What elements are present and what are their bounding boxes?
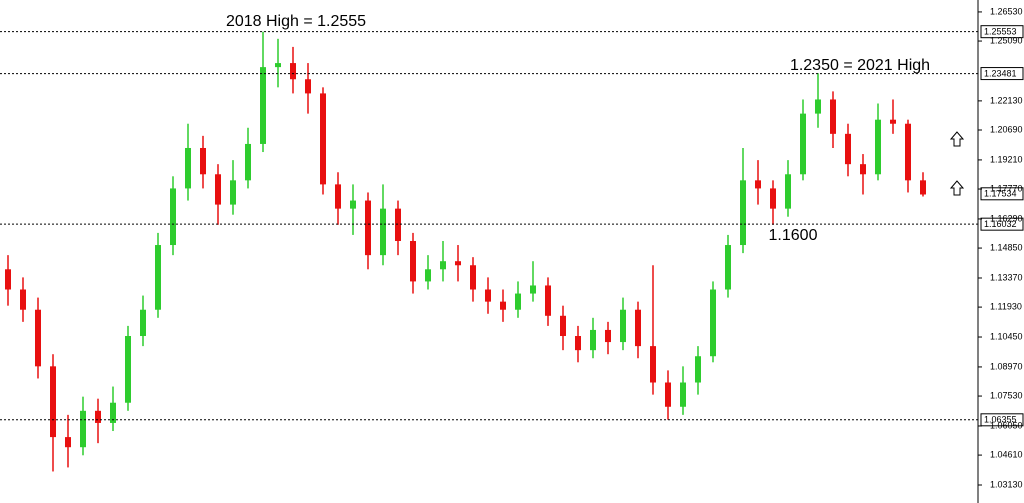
candle-body bbox=[80, 410, 86, 448]
candle-body bbox=[305, 79, 311, 94]
candle-body bbox=[65, 437, 71, 448]
candle-body bbox=[125, 336, 131, 403]
current-price-label: 1.17534 bbox=[984, 189, 1017, 199]
y-tick-label: 1.20690 bbox=[990, 124, 1023, 134]
candle-body bbox=[155, 245, 161, 310]
y-tick-label: 1.08970 bbox=[990, 361, 1023, 371]
arrow-icon bbox=[949, 180, 965, 196]
candle-body bbox=[365, 200, 371, 256]
candle-body bbox=[635, 309, 641, 347]
candle-body bbox=[290, 63, 296, 80]
candle-body bbox=[95, 410, 101, 423]
candle-body bbox=[920, 180, 926, 195]
annotation: 1.1600 bbox=[769, 227, 818, 244]
candle-body bbox=[110, 402, 116, 423]
candles bbox=[5, 31, 926, 472]
candle-body bbox=[350, 200, 356, 209]
candle-body bbox=[800, 113, 806, 175]
candle-body bbox=[5, 269, 11, 290]
candle-body bbox=[770, 188, 776, 209]
candle-body bbox=[335, 184, 341, 209]
candle-body bbox=[275, 63, 281, 68]
y-tick-label: 1.11930 bbox=[990, 301, 1022, 311]
y-tick-label: 1.14850 bbox=[990, 242, 1023, 252]
candle-body bbox=[245, 143, 251, 181]
candle-body bbox=[200, 147, 206, 175]
level-box bbox=[980, 67, 1024, 81]
y-tick-label: 1.26530 bbox=[990, 6, 1023, 16]
level-box bbox=[980, 217, 1024, 231]
candle-body bbox=[455, 261, 461, 266]
candle-body bbox=[515, 293, 521, 310]
y-tick-label: 1.17770 bbox=[990, 183, 1023, 193]
annotation: 2018 High = 1.2555 bbox=[226, 13, 366, 30]
candle-body bbox=[680, 382, 686, 407]
candle-body bbox=[485, 289, 491, 302]
candle-body bbox=[890, 119, 896, 124]
candle-body bbox=[845, 133, 851, 165]
candle-body bbox=[740, 180, 746, 246]
candle-body bbox=[545, 285, 551, 316]
candle-body bbox=[185, 147, 191, 189]
candle-body bbox=[50, 366, 56, 438]
candle-body bbox=[170, 188, 176, 246]
y-tick-label: 1.22130 bbox=[990, 95, 1023, 105]
candle-body bbox=[35, 309, 41, 367]
candle-body bbox=[260, 67, 266, 144]
annotation: 1.2350 = 2021 High bbox=[790, 57, 930, 74]
candle-body bbox=[815, 99, 821, 114]
level-box bbox=[980, 413, 1024, 427]
candle-body bbox=[470, 265, 476, 290]
y-tick-label: 1.04610 bbox=[990, 449, 1023, 459]
candle-body bbox=[785, 174, 791, 209]
candle-body bbox=[755, 180, 761, 189]
candle-body bbox=[440, 261, 446, 270]
candle-body bbox=[605, 329, 611, 343]
y-tick-label: 1.10450 bbox=[990, 331, 1023, 341]
candle-body bbox=[395, 208, 401, 241]
candle-body bbox=[410, 240, 416, 282]
candle-body bbox=[380, 208, 386, 256]
y-tick-label: 1.16290 bbox=[990, 213, 1023, 223]
y-tick-label: 1.07530 bbox=[990, 390, 1023, 400]
candle-body bbox=[575, 336, 581, 351]
arrow-icon bbox=[949, 131, 965, 147]
candle-body bbox=[215, 174, 221, 205]
candle-body bbox=[875, 119, 881, 175]
y-tick-label: 1.03130 bbox=[990, 479, 1023, 489]
candle-body bbox=[860, 164, 866, 175]
candle-body bbox=[560, 315, 566, 337]
y-tick-label: 1.25090 bbox=[990, 35, 1023, 45]
candle-body bbox=[230, 180, 236, 205]
level-label: 1.16032 bbox=[984, 219, 1017, 229]
candle-body bbox=[725, 245, 731, 290]
candle-body bbox=[695, 356, 701, 383]
level-box bbox=[980, 25, 1024, 39]
y-tick-label: 1.13370 bbox=[990, 272, 1023, 282]
y-tick-label: 1.19210 bbox=[990, 154, 1023, 164]
candle-body bbox=[650, 346, 656, 383]
candle-body bbox=[665, 382, 671, 407]
level-label: 1.06355 bbox=[984, 415, 1017, 425]
ticks: 1.26530 1.25090 1.22130 1.20690 1.19210 1.177… bbox=[978, 6, 1023, 489]
candle-body bbox=[830, 99, 836, 134]
candle-body bbox=[905, 123, 911, 181]
candle-body bbox=[500, 301, 506, 310]
levels: 1.25553 1.23481 1.16032 1.06355 1.17534 bbox=[0, 25, 1024, 427]
level-label: 1.23481 bbox=[984, 68, 1017, 78]
level-label: 1.25553 bbox=[984, 27, 1017, 37]
candle-body bbox=[620, 309, 626, 343]
current-price-box bbox=[980, 187, 1024, 201]
candle-body bbox=[590, 329, 596, 351]
candle-body bbox=[425, 269, 431, 282]
y-tick-label: 1.06050 bbox=[990, 420, 1023, 430]
candle-body bbox=[710, 289, 716, 357]
candle-body bbox=[140, 309, 146, 337]
candle-body bbox=[530, 285, 536, 294]
candle-body bbox=[320, 93, 326, 185]
candle-body bbox=[20, 289, 26, 310]
